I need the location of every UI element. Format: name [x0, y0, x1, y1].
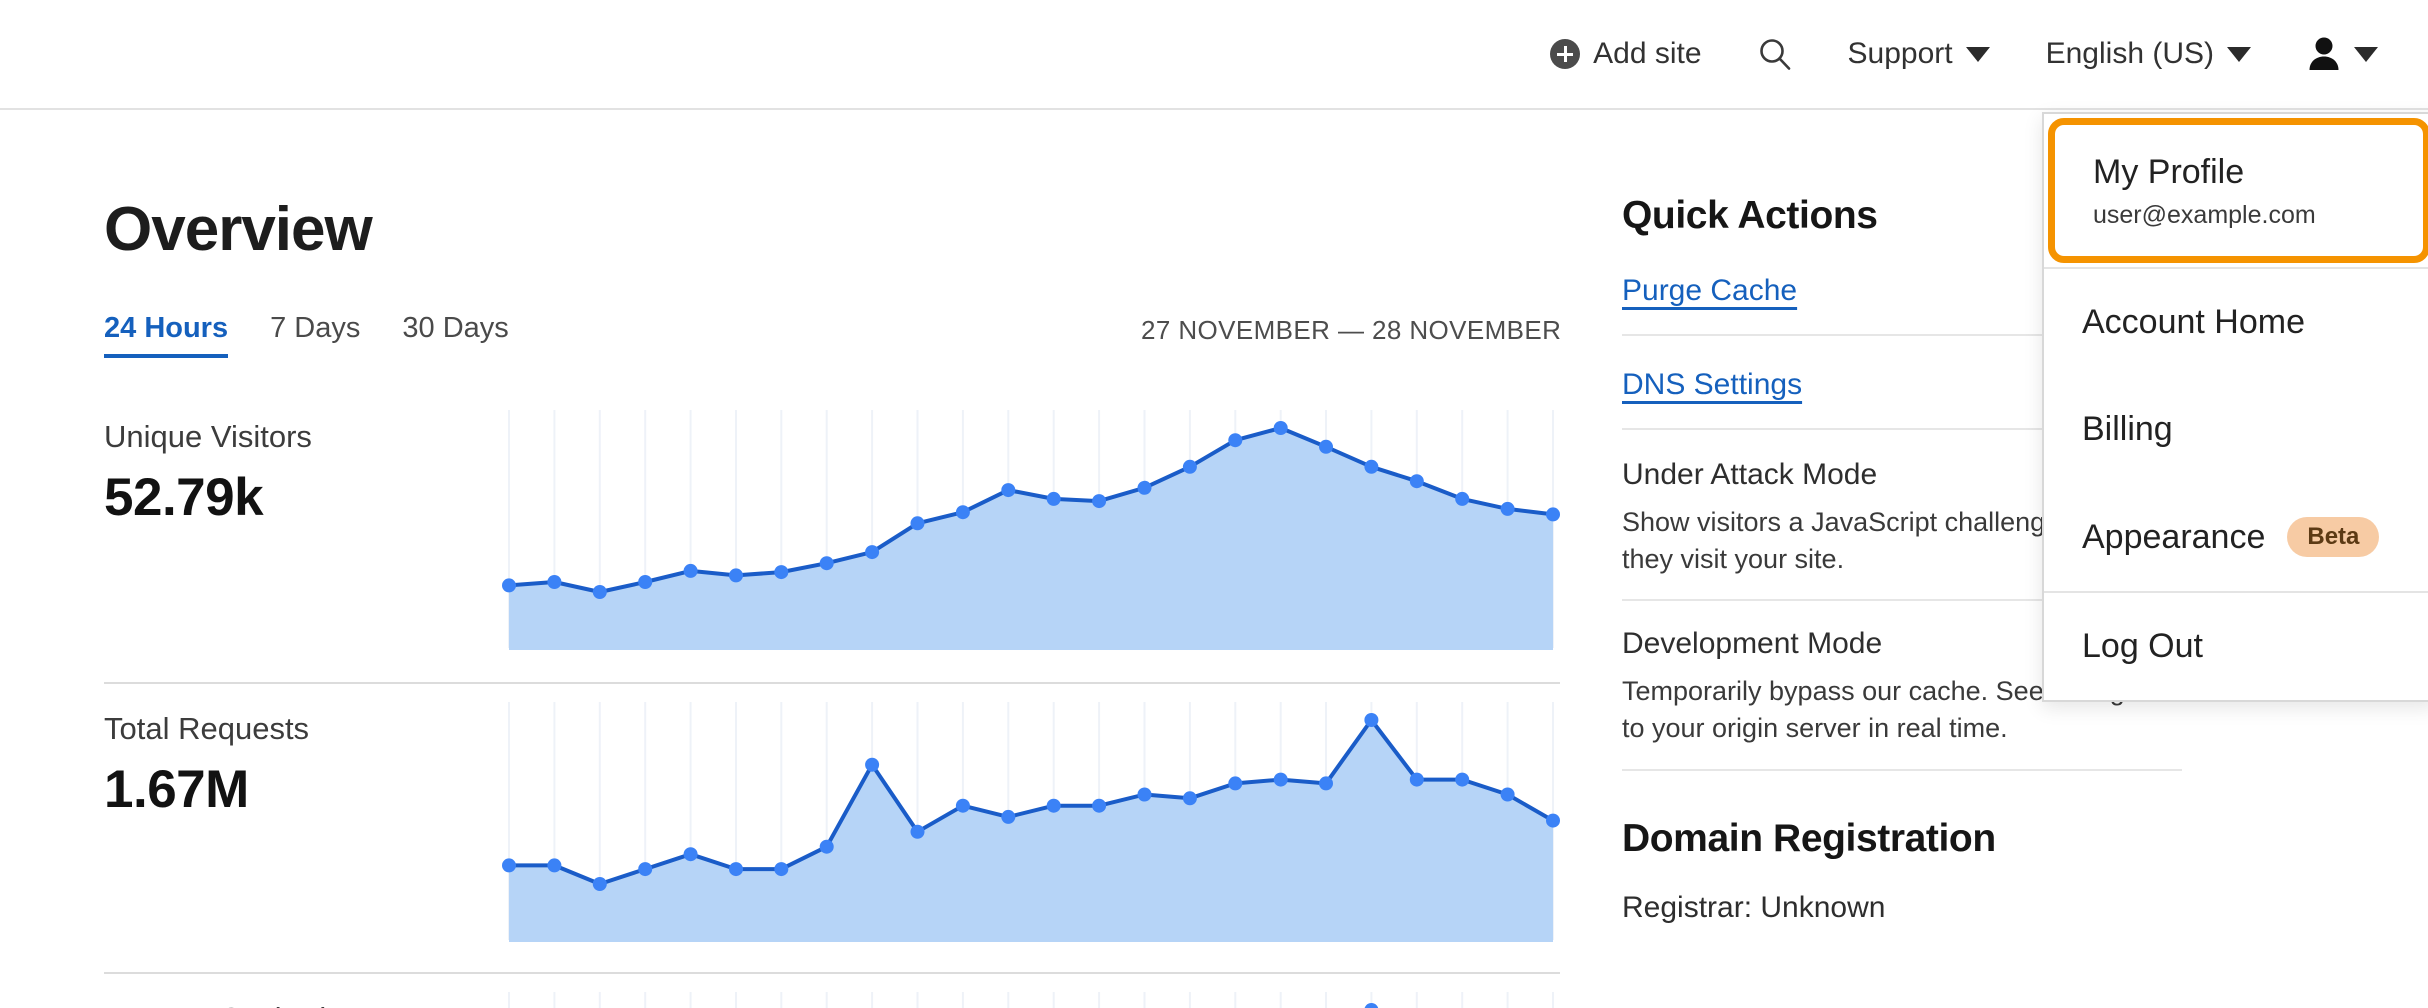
menu-item-label: Account Home	[2082, 303, 2305, 341]
dns-settings-link[interactable]: DNS Settings	[1622, 368, 1803, 401]
menu-item-appearance[interactable]: Appearance Beta	[2044, 483, 2428, 591]
chevron-down-icon	[1965, 46, 1990, 62]
menu-item-log-out[interactable]: Log Out	[2044, 593, 2428, 700]
add-site-button[interactable]: Add site	[1522, 24, 1729, 84]
metric-label: Total Requests	[104, 711, 310, 746]
account-menu-button[interactable]	[2279, 24, 2406, 84]
page-title: Overview	[104, 195, 373, 264]
menu-item-label: Log Out	[2082, 627, 2203, 665]
search-icon	[1758, 37, 1792, 71]
metric-row: Unique Visitors 52.79k	[104, 392, 1560, 682]
my-profile-label: My Profile	[2093, 153, 2245, 191]
percent-cached-chart	[502, 986, 1560, 1008]
unique-visitors-chart	[502, 404, 1560, 650]
tab-24-hours[interactable]: 24 Hours	[104, 312, 229, 358]
domain-registration-title: Domain Registration	[1622, 816, 1996, 860]
menu-item-label: Billing	[2082, 410, 2173, 448]
divider	[2044, 267, 2428, 269]
menu-item-account-home[interactable]: Account Home	[2044, 269, 2428, 376]
development-mode-title: Development Mode	[1622, 627, 1883, 661]
account-dropdown-menu: My Profile user@example.com Account Home…	[2042, 112, 2428, 702]
top-header: Add site Support English (US)	[0, 0, 2428, 110]
tab-7-days[interactable]: 7 Days	[270, 312, 361, 344]
chevron-down-icon	[2227, 46, 2251, 62]
person-icon	[2307, 36, 2341, 72]
menu-item-billing[interactable]: Billing	[2044, 376, 2428, 483]
status-badge: Beta	[2287, 517, 2380, 557]
metric-label: Percent Cached	[104, 1001, 326, 1008]
metric-row: Total Requests 1.67M	[104, 682, 1560, 972]
purge-cache-link[interactable]: Purge Cache	[1622, 274, 1798, 307]
plus-circle-icon	[1550, 39, 1581, 69]
divider	[1622, 599, 2182, 602]
metrics-list: Unique Visitors 52.79k Total Requests 1.…	[104, 392, 1560, 1008]
metric-label: Unique Visitors	[104, 419, 312, 454]
total-requests-chart	[502, 696, 1560, 942]
add-site-label: Add site	[1593, 37, 1702, 70]
header-actions: Add site Support English (US)	[1522, 0, 2406, 108]
metric-value: 52.79k	[104, 468, 264, 527]
metric-value: 1.67M	[104, 760, 249, 819]
metric-row: Percent Cached 16.62%	[104, 972, 1560, 1008]
search-button[interactable]	[1730, 24, 1820, 84]
language-menu[interactable]: English (US)	[2018, 24, 2279, 84]
divider	[2044, 591, 2428, 593]
registrar-label: Registrar: Unknown	[1622, 890, 1886, 924]
language-label: English (US)	[2045, 37, 2214, 70]
under-attack-mode-title: Under Attack Mode	[1622, 458, 1878, 491]
menu-item-label: Appearance	[2082, 517, 2266, 556]
divider	[1622, 428, 2182, 430]
profile-email: user@example.com	[2093, 201, 2316, 229]
support-label: Support	[1847, 37, 1953, 70]
quick-actions-title: Quick Actions	[1622, 194, 1878, 237]
chevron-down-icon	[2354, 46, 2378, 62]
support-menu[interactable]: Support	[1820, 24, 2018, 84]
divider	[1622, 334, 2182, 336]
menu-item-my-profile[interactable]: My Profile user@example.com	[2048, 118, 2428, 263]
timerange-tabs: 24 Hours 7 Days 30 Days	[104, 312, 509, 358]
tab-30-days[interactable]: 30 Days	[402, 312, 509, 344]
date-range-label: 27 NOVEMBER — 28 NOVEMBER	[1141, 315, 1562, 345]
divider	[1622, 768, 2182, 771]
